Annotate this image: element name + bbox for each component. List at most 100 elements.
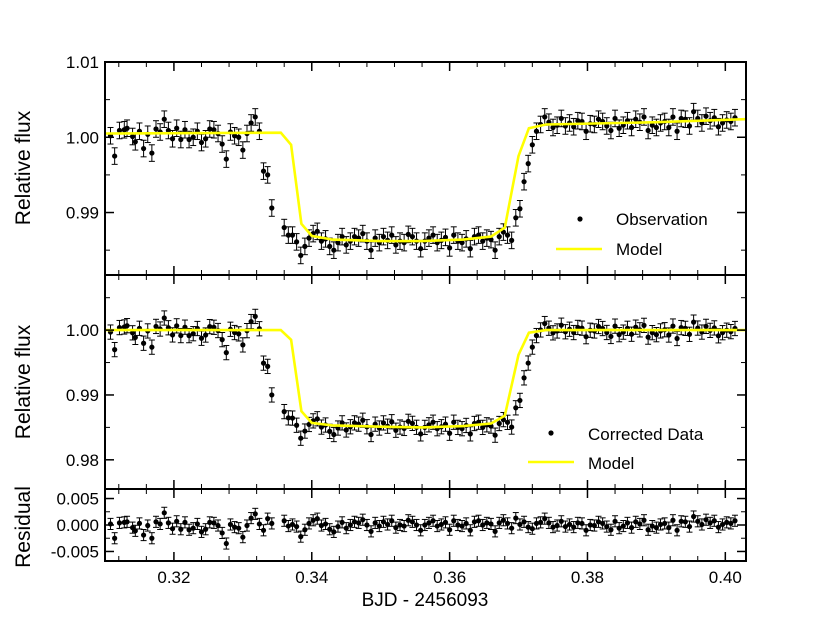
observation-marker — [211, 127, 217, 133]
observation-marker — [434, 523, 440, 529]
data-point — [550, 118, 557, 137]
data-point — [533, 122, 540, 141]
data-point — [140, 139, 147, 158]
data-point — [339, 227, 346, 246]
observation-marker — [368, 247, 374, 253]
observation-marker — [666, 525, 672, 531]
data-point — [355, 516, 362, 529]
data-point — [508, 522, 515, 535]
observation-marker — [318, 522, 325, 529]
data-point — [446, 523, 453, 536]
data-point — [186, 523, 193, 536]
data-point — [467, 426, 474, 442]
data-point — [707, 516, 714, 529]
observation-marker — [285, 232, 291, 238]
data-point — [132, 524, 139, 537]
observation-marker — [281, 224, 287, 231]
data-point — [504, 414, 511, 430]
data-point — [471, 227, 478, 246]
observation-marker — [380, 234, 387, 240]
data-point — [525, 355, 532, 371]
observation-marker — [302, 243, 308, 249]
data-point — [206, 516, 213, 529]
observation-marker — [496, 520, 502, 526]
observation-marker — [327, 243, 333, 249]
data-point — [111, 147, 118, 165]
observation-marker — [504, 232, 511, 238]
observation-marker — [178, 332, 184, 339]
data-point — [334, 233, 341, 252]
observation-marker — [174, 518, 180, 524]
observation-marker — [583, 128, 589, 134]
data-point — [487, 418, 494, 434]
data-point — [574, 111, 581, 130]
data-point — [215, 519, 222, 532]
observation-marker — [517, 521, 523, 528]
data-point — [529, 136, 536, 154]
data-point — [136, 122, 143, 141]
data-point — [194, 517, 201, 530]
data-point — [583, 122, 590, 141]
data-point — [148, 144, 155, 162]
observation-marker — [674, 128, 680, 134]
observation-marker — [451, 232, 457, 238]
data-point — [521, 172, 528, 191]
data-point — [512, 400, 519, 416]
data-point — [148, 339, 155, 355]
x-axis-label: BJD - 2456093 — [362, 590, 489, 611]
observation-marker — [331, 431, 337, 438]
observation-marker — [645, 527, 651, 533]
observation-marker — [600, 520, 606, 527]
data-point — [124, 318, 131, 334]
observation-marker — [281, 409, 287, 415]
data-point — [116, 319, 123, 336]
panel-corrected-legend: Corrected Data Model — [528, 425, 704, 473]
data-point — [409, 515, 416, 528]
observation-marker — [575, 520, 581, 526]
data-point — [632, 515, 639, 528]
data-point — [198, 133, 205, 152]
observation-marker — [248, 318, 254, 325]
observation-marker — [252, 313, 258, 320]
observation-marker — [294, 422, 300, 428]
panel-raw-plot-area — [106, 102, 745, 265]
panel-raw: 1.01 1.00 0.99 Observation Model Relative … — [12, 53, 747, 276]
observation-marker — [124, 519, 130, 525]
data-point — [479, 232, 486, 250]
observation-marker — [467, 431, 473, 437]
data-point — [161, 506, 168, 519]
data-point — [198, 330, 205, 346]
observation-marker — [741, 0, 746, 3]
observation-marker — [372, 520, 378, 526]
data-point — [368, 426, 375, 443]
data-point — [533, 517, 540, 530]
data-point — [487, 517, 494, 530]
panel-residual-plot-area — [107, 506, 738, 550]
observation-marker — [405, 517, 411, 523]
data-point — [636, 517, 643, 530]
observation-marker — [525, 360, 531, 366]
observation-marker — [116, 127, 123, 134]
data-point — [479, 518, 486, 532]
observation-marker — [351, 420, 358, 426]
data-point — [516, 199, 523, 218]
data-point — [566, 518, 573, 531]
data-point — [148, 532, 155, 545]
x-tick-label: 0.34 — [295, 568, 328, 587]
observation-marker — [380, 420, 387, 426]
data-point — [301, 237, 308, 256]
observation-marker — [211, 520, 217, 526]
data-point — [235, 128, 242, 147]
data-point — [649, 116, 656, 135]
panel-raw-y-axis: 1.01 1.00 0.99 — [66, 53, 746, 275]
observation-marker — [686, 123, 693, 129]
data-point — [723, 516, 730, 529]
observation-marker — [455, 522, 461, 528]
observation-marker — [686, 331, 693, 337]
y-tick-label: 0.005 — [56, 490, 99, 509]
observation-marker — [442, 234, 449, 240]
data-point — [620, 520, 627, 533]
data-point — [107, 517, 114, 530]
x-tick-label: 0.40 — [709, 568, 742, 587]
data-point — [318, 419, 325, 435]
